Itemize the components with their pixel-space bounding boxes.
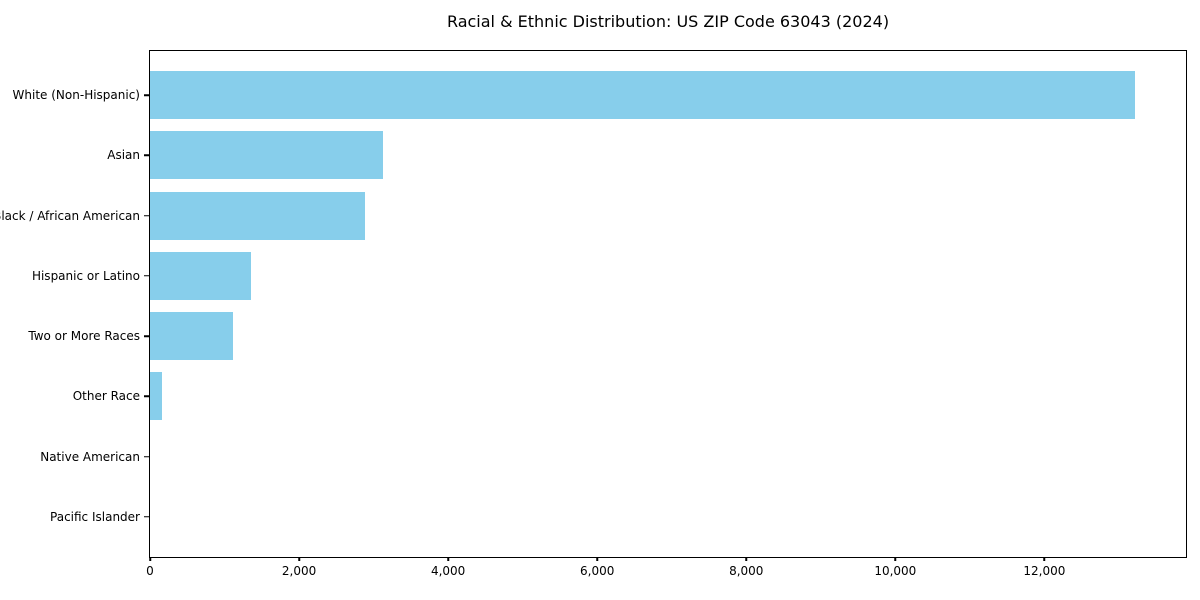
x-tick-mark — [149, 557, 151, 561]
chart-row: Two or More Races — [28, 306, 1186, 366]
plot-area: White (Non-Hispanic) Asian Black / African… — [0, 50, 1187, 578]
chart-title: Racial & Ethnic Distribution: US ZIP Cod… — [446, 12, 890, 31]
y-tick-mark — [144, 154, 149, 157]
x-tick-label: 6,000 — [580, 564, 615, 578]
y-tick-label: Black / African American — [0, 208, 140, 223]
bar — [150, 71, 1136, 120]
chart-row: Native American — [40, 427, 1186, 487]
x-tick-label: 8,000 — [729, 564, 764, 578]
x-tick-mark — [298, 557, 300, 561]
y-tick-mark — [144, 395, 149, 398]
chart-row: Pacific Islander — [50, 487, 1186, 547]
y-tick-mark — [144, 94, 149, 96]
x-tick-label: 4,000 — [430, 564, 466, 578]
bar — [150, 251, 252, 300]
chart-row: White (Non-Hispanic) — [13, 65, 1186, 125]
y-tick-label: Native American — [40, 449, 140, 464]
y-tick-label: Other Race — [72, 389, 140, 404]
x-tick-mark — [596, 557, 598, 561]
x-tick-label: 2,000 — [281, 564, 317, 578]
x-tick-label: 0 — [146, 564, 154, 578]
x-tick-mark — [1043, 557, 1046, 561]
x-tick-mark — [447, 557, 449, 561]
x-tick-mark — [745, 557, 747, 561]
chart-row: Asian — [107, 125, 1186, 185]
y-tick-mark — [144, 275, 149, 277]
y-tick-mark — [144, 335, 149, 337]
y-tick-mark — [144, 455, 149, 458]
chart-row: Other Race — [73, 366, 1186, 426]
y-tick-label: Hispanic or Latino — [31, 268, 140, 283]
chart-row: Black / African American — [0, 186, 1186, 246]
x-tick-label: 12,000 — [1023, 564, 1066, 578]
y-tick-label: Pacific Islander — [50, 509, 140, 524]
bar — [150, 312, 233, 361]
x-tick-mark — [894, 557, 897, 561]
chart-row: Hispanic or Latino — [32, 246, 1186, 306]
y-tick-label: White (Non-Hispanic) — [12, 88, 140, 103]
bar — [150, 191, 366, 240]
y-tick-label: Asian — [107, 148, 140, 163]
y-tick-mark — [144, 214, 149, 217]
bar — [150, 131, 383, 180]
bars-container: White (Non-Hispanic) Asian Black / African… — [0, 51, 1186, 557]
y-tick-mark — [144, 516, 149, 518]
y-tick-label: Two or More Races — [28, 329, 140, 344]
bar — [150, 372, 162, 421]
x-tick-label: 10,000 — [874, 564, 917, 578]
